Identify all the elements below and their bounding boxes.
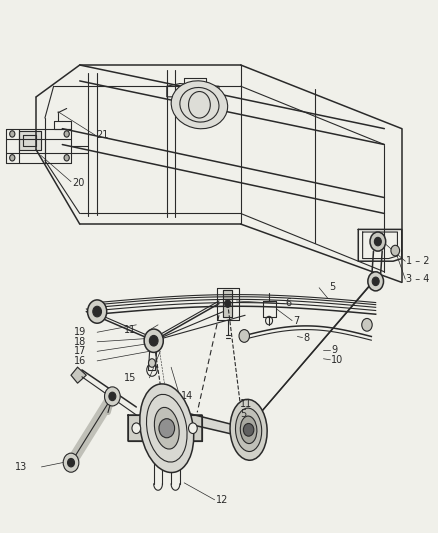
Circle shape [159,419,175,438]
Polygon shape [19,131,41,150]
Text: 20: 20 [72,177,84,188]
Text: 6: 6 [285,298,291,308]
Circle shape [93,306,102,317]
Circle shape [149,335,158,346]
Circle shape [132,423,141,433]
Circle shape [244,423,254,436]
Circle shape [67,458,74,467]
Text: 5: 5 [240,409,246,419]
Ellipse shape [154,407,179,449]
Circle shape [144,329,163,352]
Text: 5: 5 [329,282,336,292]
Circle shape [239,329,250,342]
Circle shape [64,131,69,137]
Circle shape [362,318,372,331]
Circle shape [63,453,79,472]
Ellipse shape [140,384,194,473]
Text: 21: 21 [96,130,109,140]
Circle shape [148,359,155,367]
Circle shape [105,387,120,406]
Text: 17: 17 [74,346,86,357]
Text: 10: 10 [331,355,343,365]
Circle shape [64,155,69,161]
Polygon shape [152,439,165,444]
Circle shape [10,131,15,137]
Circle shape [109,392,116,401]
Text: 9: 9 [331,345,337,356]
Polygon shape [223,290,232,317]
Polygon shape [71,367,86,383]
Circle shape [374,237,381,246]
Text: 7: 7 [293,316,299,326]
Text: 14: 14 [181,391,193,401]
Ellipse shape [230,399,267,460]
Circle shape [188,423,197,433]
Polygon shape [127,415,201,441]
Text: 11: 11 [240,399,252,409]
Circle shape [391,245,399,256]
Text: 16: 16 [74,356,86,366]
Text: 8: 8 [304,333,310,343]
Polygon shape [184,413,237,435]
Text: 18: 18 [74,337,86,347]
Ellipse shape [240,416,257,443]
Ellipse shape [236,408,261,451]
Text: 19: 19 [74,327,86,337]
Text: 11: 11 [124,325,136,335]
Circle shape [88,300,107,323]
Text: 12: 12 [215,495,228,505]
Text: 3 – 4: 3 – 4 [406,274,430,284]
Circle shape [370,232,386,251]
Polygon shape [169,439,182,444]
Text: 15: 15 [124,373,136,383]
Circle shape [372,277,379,286]
Text: 13: 13 [15,462,28,472]
Ellipse shape [171,81,228,129]
Circle shape [10,155,15,161]
Circle shape [225,300,231,308]
Text: 1 – 2: 1 – 2 [406,256,430,266]
Circle shape [368,272,384,291]
